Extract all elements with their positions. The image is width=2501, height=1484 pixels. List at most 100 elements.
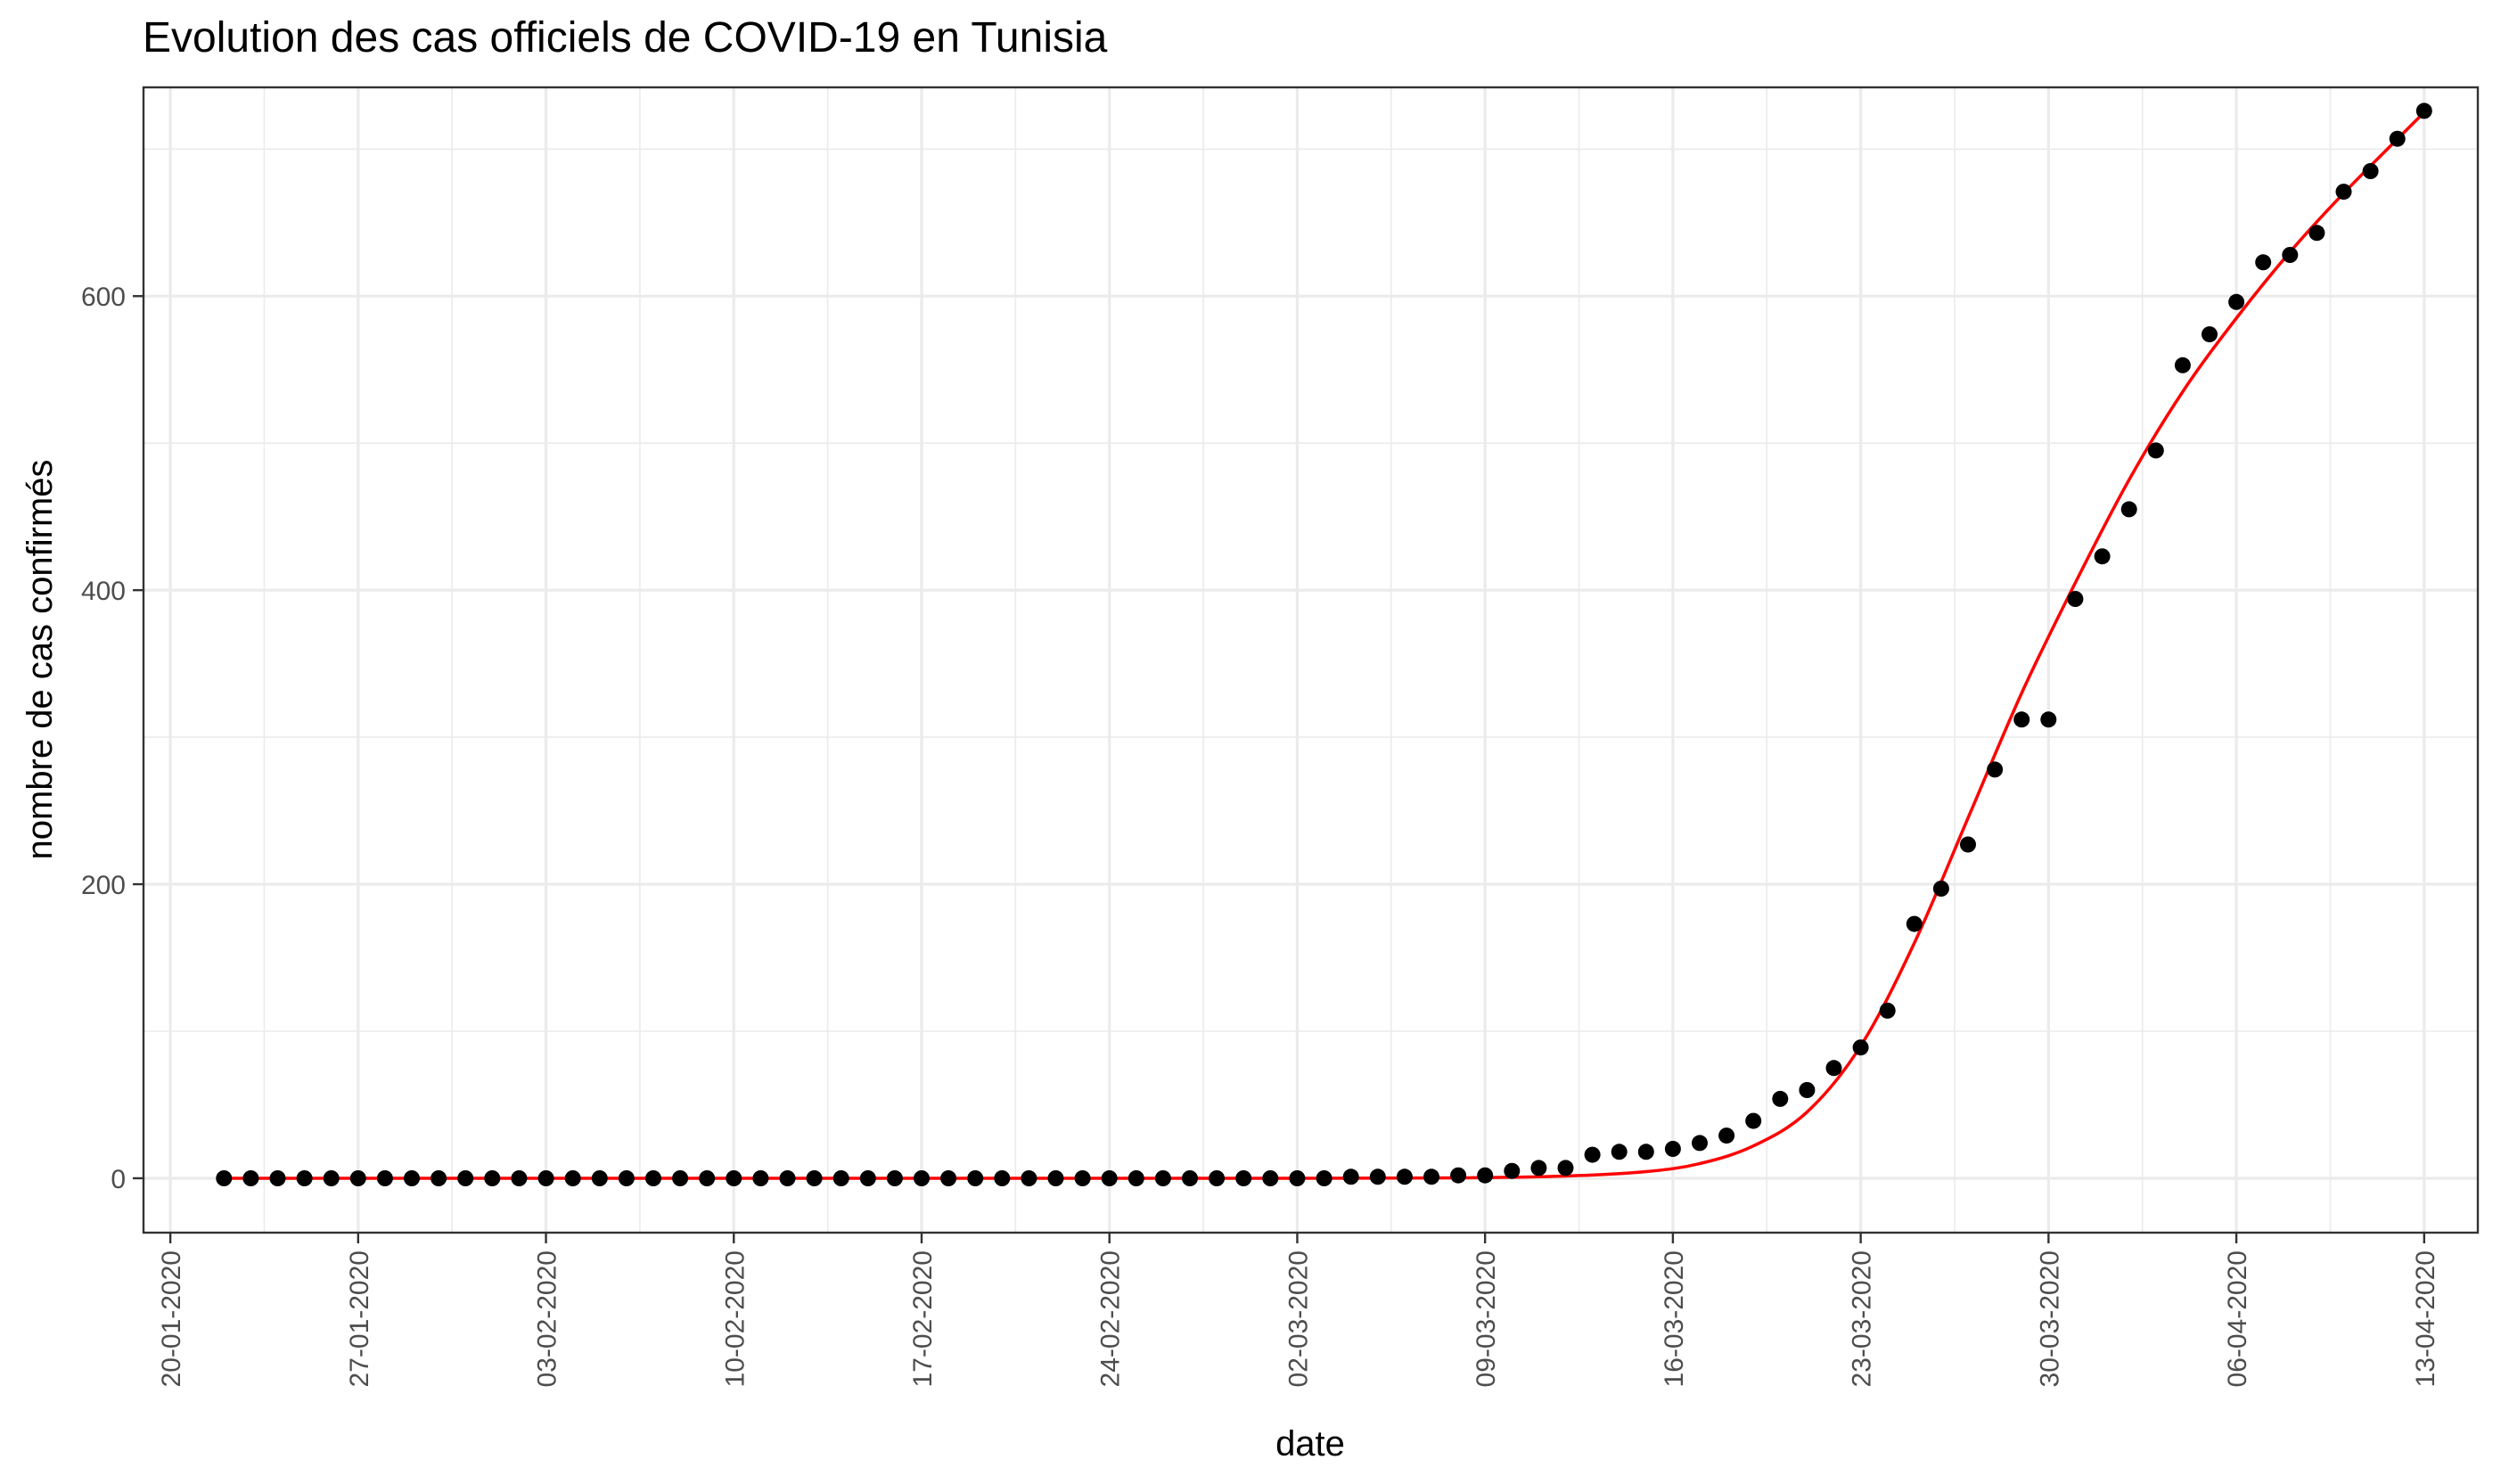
x-tick-label: 13-04-2020 xyxy=(2411,1250,2440,1387)
data-point xyxy=(269,1170,286,1186)
data-point xyxy=(2282,247,2299,263)
data-point xyxy=(1530,1160,1547,1177)
data-point xyxy=(2255,254,2272,271)
data-point xyxy=(242,1170,259,1186)
data-point xyxy=(1047,1170,1064,1186)
x-axis-title: date xyxy=(1275,1424,1345,1464)
data-point xyxy=(1932,881,1949,897)
fit-line xyxy=(224,111,2426,1180)
data-point xyxy=(752,1170,769,1186)
data-point xyxy=(1825,1060,1842,1077)
data-point xyxy=(1182,1170,1198,1186)
grid xyxy=(144,87,2478,1233)
data-point xyxy=(2389,130,2406,147)
data-point xyxy=(994,1170,1011,1186)
data-point xyxy=(2308,225,2325,242)
y-axis-title: nombre de cas confirmés xyxy=(20,459,60,859)
x-tick-label: 30-03-2020 xyxy=(2035,1250,2064,1387)
data-point xyxy=(2094,548,2111,565)
data-point xyxy=(1342,1168,1359,1185)
data-point xyxy=(1101,1170,1118,1186)
data-point xyxy=(591,1170,608,1186)
data-point xyxy=(2362,163,2379,179)
data-point xyxy=(216,1170,233,1186)
data-point xyxy=(511,1170,528,1186)
x-tick-label: 02-03-2020 xyxy=(1283,1250,1313,1387)
panel-border xyxy=(142,86,2480,1234)
data-point xyxy=(2067,591,2084,607)
data-point xyxy=(859,1170,876,1186)
data-point xyxy=(537,1170,554,1186)
data-point xyxy=(1262,1170,1279,1186)
x-tick-label: 09-03-2020 xyxy=(1472,1250,1501,1387)
x-tick-label: 10-02-2020 xyxy=(720,1250,750,1387)
data-point xyxy=(296,1170,313,1186)
data-point xyxy=(1906,915,1923,932)
data-point xyxy=(404,1170,420,1186)
data-point xyxy=(2120,501,2137,518)
x-tick-label: 06-04-2020 xyxy=(2223,1250,2252,1387)
x-tick-label: 20-01-2020 xyxy=(157,1250,186,1387)
x-tick-label: 27-01-2020 xyxy=(345,1250,374,1387)
data-point xyxy=(2013,711,2030,728)
y-tick-label: 400 xyxy=(81,577,126,606)
data-point xyxy=(2174,357,2191,373)
data-point xyxy=(1611,1144,1628,1160)
data-point xyxy=(484,1170,501,1186)
data-point xyxy=(1799,1082,1816,1098)
data-point xyxy=(1450,1167,1467,1184)
data-point xyxy=(806,1170,823,1186)
data-point xyxy=(1369,1168,1386,1185)
y-tick-label: 200 xyxy=(81,871,126,900)
data-point xyxy=(1852,1039,1869,1056)
data-point xyxy=(1557,1160,1574,1177)
data-point xyxy=(1128,1170,1144,1186)
data-point xyxy=(699,1170,716,1186)
data-point xyxy=(1504,1162,1521,1179)
data-point xyxy=(967,1170,984,1186)
data-point xyxy=(1235,1170,1252,1186)
data-point xyxy=(1477,1167,1494,1184)
data-points xyxy=(216,102,2432,1186)
data-point xyxy=(2040,711,2057,728)
data-point xyxy=(1664,1141,1681,1157)
x-tick-label: 23-03-2020 xyxy=(1848,1250,1877,1387)
data-point xyxy=(1423,1168,1439,1185)
data-point xyxy=(672,1170,689,1186)
data-point xyxy=(1637,1144,1654,1160)
data-point xyxy=(1021,1170,1037,1186)
data-point xyxy=(323,1170,340,1186)
data-point xyxy=(1879,1002,1896,1019)
data-point xyxy=(832,1170,849,1186)
data-point xyxy=(1289,1170,1306,1186)
data-point xyxy=(1074,1170,1091,1186)
x-tick-label: 17-02-2020 xyxy=(908,1250,938,1387)
y-tick-label: 600 xyxy=(81,283,126,312)
data-point xyxy=(457,1170,474,1186)
data-point xyxy=(940,1170,957,1186)
data-point xyxy=(1745,1112,1762,1129)
data-point xyxy=(1692,1135,1708,1152)
y-tick-label: 0 xyxy=(111,1165,126,1194)
data-point xyxy=(1718,1127,1735,1144)
data-point xyxy=(1316,1170,1332,1186)
data-point xyxy=(1960,836,1976,853)
data-point xyxy=(430,1170,447,1186)
data-point xyxy=(2147,442,2164,459)
y-axis: 0 200 400 600 xyxy=(81,283,144,1194)
panel-background xyxy=(144,87,2478,1233)
data-point xyxy=(914,1170,930,1186)
data-point xyxy=(726,1170,742,1186)
data-point xyxy=(2415,102,2432,119)
data-point xyxy=(2202,326,2218,343)
x-tick-label: 16-03-2020 xyxy=(1660,1250,1689,1387)
data-point xyxy=(618,1170,635,1186)
data-point xyxy=(1396,1168,1413,1185)
data-point xyxy=(779,1170,796,1186)
data-point xyxy=(349,1170,366,1186)
data-point xyxy=(2228,293,2245,310)
chart-title: Evolution des cas officiels de COVID-19 … xyxy=(143,14,1108,61)
data-point xyxy=(1987,761,2004,778)
data-point xyxy=(1209,1170,1226,1186)
x-tick-label: 03-02-2020 xyxy=(533,1250,562,1387)
